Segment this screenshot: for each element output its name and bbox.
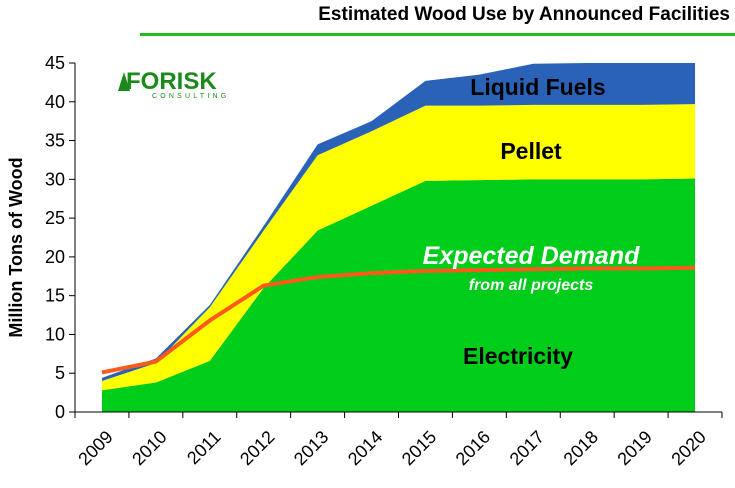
y-tick-label: 25 xyxy=(45,208,65,228)
label-liquid-fuels: Liquid Fuels xyxy=(470,74,605,100)
area-electricity xyxy=(101,178,696,412)
x-tick-label: 2019 xyxy=(613,427,655,469)
annotations: Liquid Fuels Pellet Electricity Expected De… xyxy=(423,74,640,369)
x-tick-label: 2010 xyxy=(128,427,170,469)
logo-subtext: CONSULTING xyxy=(152,93,229,100)
logo-wordmark: FORISK xyxy=(126,68,217,95)
label-from-all-projects: from all projects xyxy=(469,277,594,294)
y-axis-label: Million Tons of Wood xyxy=(6,157,26,337)
x-tick-label: 2015 xyxy=(398,427,440,469)
x-tick-label: 2013 xyxy=(290,427,332,469)
x-tick-label: 2009 xyxy=(74,427,116,469)
label-electricity: Electricity xyxy=(463,343,573,369)
label-expected-demand: Expected Demand xyxy=(423,242,640,270)
x-tick-label: 2011 xyxy=(183,427,225,469)
y-tick-label: 45 xyxy=(45,53,65,73)
y-axis: 0 5 10 15 20 25 30 35 40 45 Million Tons of Wood xyxy=(6,53,76,422)
label-pellet: Pellet xyxy=(500,138,562,164)
expected-demand-line xyxy=(101,265,696,375)
area-pellet xyxy=(101,104,696,391)
expected-demand-series xyxy=(101,265,696,375)
title-underline xyxy=(140,33,735,36)
stacked-areas xyxy=(101,63,696,412)
y-tick-label: 20 xyxy=(45,247,65,267)
x-tick-label: 2020 xyxy=(667,427,709,469)
x-tick-label: 2012 xyxy=(236,427,278,469)
y-tick-label: 15 xyxy=(45,286,65,306)
y-tick-label: 0 xyxy=(55,402,65,422)
y-tick-label: 5 xyxy=(55,363,65,383)
x-tick-label: 2014 xyxy=(344,427,386,469)
y-tick-label: 30 xyxy=(45,169,65,189)
area-liquid-fuels xyxy=(101,63,696,381)
x-tick-label: 2018 xyxy=(560,427,602,469)
tree-icon xyxy=(118,72,130,91)
y-tick-label: 35 xyxy=(45,131,65,151)
chart-title: Estimated Wood Use by Announced Faciliti… xyxy=(318,4,730,25)
y-tick-label: 10 xyxy=(45,324,65,344)
x-axis: 2009 2010 2011 2012 2013 2014 2015 2016 2017 2018… xyxy=(74,411,723,469)
y-tick-label: 40 xyxy=(45,92,65,112)
x-tick-label: 2017 xyxy=(506,427,548,469)
x-tick-label: 2016 xyxy=(452,427,494,469)
